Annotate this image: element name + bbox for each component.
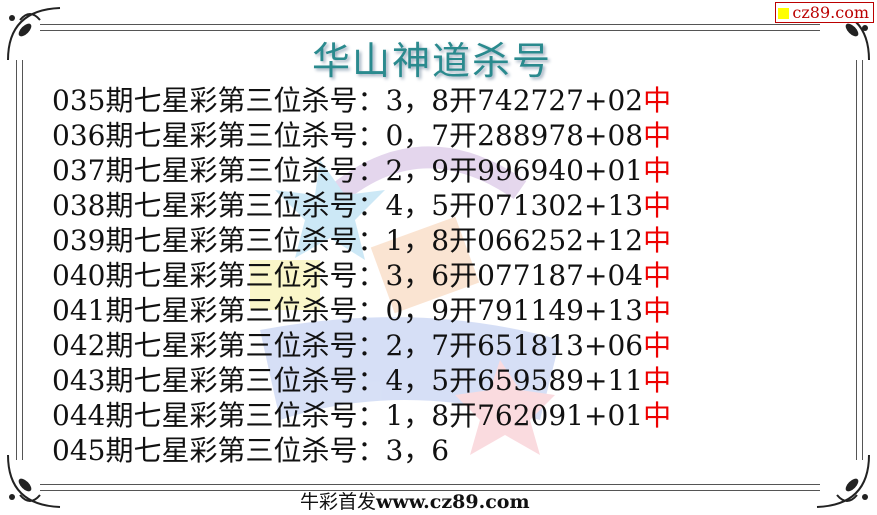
row-period: 042期七星彩第三位杀号： [52,329,386,362]
row-kill-numbers: 3，6 [385,434,450,467]
row-hit-mark: 中 [643,294,672,327]
list-item: 037期七星彩第三位杀号：2，9开996940+01中 [52,153,671,188]
footer-url[interactable]: www.cz89.com [376,491,530,513]
row-hit-mark: 中 [643,154,672,187]
row-period: 035期七星彩第三位杀号： [52,84,386,117]
row-hit-mark: 中 [643,364,672,397]
row-kill-numbers: 0，7 [385,119,450,152]
kill-number-list: 035期七星彩第三位杀号：3，8开742727+02中 036期七星彩第三位杀号：… [52,83,671,468]
row-draw-result: 开742727+02 [449,84,644,117]
border-bottom-inner [40,490,820,491]
row-draw-result: 开659589+11 [449,364,644,397]
row-hit-mark: 中 [643,189,672,222]
row-period: 043期七星彩第三位杀号： [52,364,386,397]
row-draw-result: 开066252+12 [449,224,644,257]
border-right [856,60,857,460]
row-hit-mark: 中 [643,224,672,257]
badge-text: cz89.com [792,3,869,22]
row-draw-result: 开071302+13 [449,189,644,222]
border-right-inner [862,60,863,460]
row-hit-mark: 中 [643,84,672,117]
border-bottom [40,484,820,485]
row-draw-result: 开651813+06 [449,329,644,362]
row-draw-result: 开762091+01 [449,399,644,432]
row-kill-numbers: 1，8 [385,399,450,432]
row-period: 039期七星彩第三位杀号： [52,224,386,257]
row-period: 038期七星彩第三位杀号： [52,189,386,222]
row-hit-mark: 中 [643,329,672,362]
row-kill-numbers: 3，8 [385,84,450,117]
border-top-inner [40,30,820,31]
list-item: 043期七星彩第三位杀号：4，5开659589+11中 [52,363,671,398]
row-kill-numbers: 4，5 [385,364,450,397]
row-kill-numbers: 1，8 [385,224,450,257]
list-item: 039期七星彩第三位杀号：1，8开066252+12中 [52,223,671,258]
flourish-top-left-icon [7,7,61,61]
row-draw-result: 开077187+04 [449,259,644,292]
border-top [40,24,820,25]
list-item: 042期七星彩第三位杀号：2，7开651813+06中 [52,328,671,363]
list-item: 036期七星彩第三位杀号：0，7开288978+08中 [52,118,671,153]
row-period: 037期七星彩第三位杀号： [52,154,386,187]
row-hit-mark: 中 [643,119,672,152]
row-draw-result: 开791149+13 [449,294,644,327]
site-badge[interactable]: cz89.com [775,2,874,23]
row-period: 036期七星彩第三位杀号： [52,119,386,152]
list-item: 040期七星彩第三位杀号：3，6开077187+04中 [52,258,671,293]
list-item: 038期七星彩第三位杀号：4，5开071302+13中 [52,188,671,223]
list-item: 045期七星彩第三位杀号：3，6 [52,433,671,468]
row-period: 040期七星彩第三位杀号： [52,259,386,292]
yellow-square-icon [778,8,790,19]
border-left-inner [22,60,23,460]
row-period: 045期七星彩第三位杀号： [52,434,386,467]
row-kill-numbers: 2，7 [385,329,450,362]
list-item: 041期七星彩第三位杀号：0，9开791149+13中 [52,293,671,328]
flourish-bottom-left-icon [7,454,61,508]
row-period: 041期七星彩第三位杀号： [52,294,386,327]
row-hit-mark: 中 [643,399,672,432]
row-kill-numbers: 0，9 [385,294,450,327]
row-draw-result: 开996940+01 [449,154,644,187]
row-kill-numbers: 3，6 [385,259,450,292]
footer: 牛彩首发www.cz89.com [300,487,530,514]
row-period: 044期七星彩第三位杀号： [52,399,386,432]
border-left [16,60,17,460]
list-item: 035期七星彩第三位杀号：3，8开742727+02中 [52,83,671,118]
row-draw-result: 开288978+08 [449,119,644,152]
row-kill-numbers: 2，9 [385,154,450,187]
list-item: 044期七星彩第三位杀号：1，8开762091+01中 [52,398,671,433]
flourish-bottom-right-icon [816,454,870,508]
footer-prefix: 牛彩首发 [300,491,377,513]
row-hit-mark: 中 [643,259,672,292]
page-title: 华山神道杀号 [312,39,553,83]
row-kill-numbers: 4，5 [385,189,450,222]
